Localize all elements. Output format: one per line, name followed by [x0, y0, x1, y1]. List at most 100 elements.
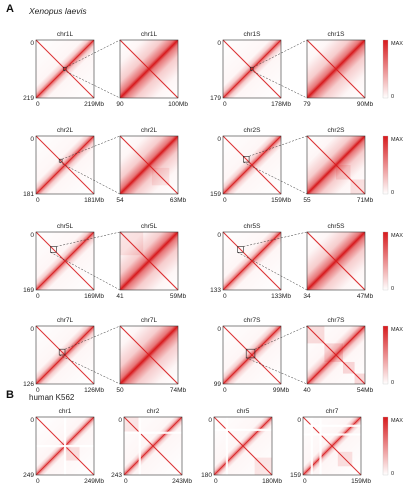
heatmap-domain	[307, 326, 325, 344]
axis-start-label: 0	[30, 326, 34, 333]
axis-x-end-label: 219Mb	[84, 101, 104, 108]
zoom-box	[58, 158, 63, 163]
heatmap-frame	[35, 416, 95, 476]
heatmap-diagonal	[306, 231, 366, 291]
axis-x-start-label: 0	[223, 387, 227, 394]
axis-start-label: 0	[118, 417, 122, 424]
zoom-connector	[66, 39, 121, 68]
heatmap-frame	[306, 135, 366, 195]
axis-x-end-label: 178Mb	[271, 101, 291, 108]
heatmap-frame	[119, 325, 179, 385]
heatmap-domain	[354, 373, 365, 384]
zoom-connector	[237, 252, 308, 291]
axis-end-label: 179	[210, 95, 221, 102]
zoom-start-label: 40	[303, 387, 311, 394]
heatmap-frame	[306, 325, 366, 385]
zoom-chrom-label: chr5L	[141, 223, 158, 230]
heatmap-diagonal	[222, 135, 282, 195]
heatmap-diagonal	[119, 135, 179, 195]
heatmap-frame	[35, 135, 95, 195]
colorbar-max-label: MAX	[391, 137, 403, 143]
heatmap-diagonal	[119, 325, 179, 385]
heatmap-domain	[254, 457, 272, 475]
axis-end-label: 169	[23, 287, 34, 294]
zoom-box	[245, 348, 256, 359]
axis-x-start-label: 0	[36, 387, 40, 394]
zoom-connector	[56, 231, 121, 247]
chrom-label: chr5L	[57, 223, 74, 230]
axis-x-start-label: 0	[223, 293, 227, 300]
heatmap-frame	[306, 39, 366, 99]
zoom-start-label: 41	[116, 293, 124, 300]
heatmap-frame	[222, 39, 282, 99]
colorbar	[382, 416, 389, 476]
zoom-start-label: 34	[303, 293, 311, 300]
zoom-end-label: 47Mb	[357, 293, 374, 300]
heatmap-domain	[65, 446, 80, 461]
zoom-connector	[243, 231, 308, 247]
axis-start-label: 0	[30, 136, 34, 143]
panel-a-title: Xenopus laevis	[29, 6, 87, 16]
zoom-end-label: 54Mb	[357, 387, 374, 394]
heatmap-gap	[214, 428, 272, 431]
heatmap-gap	[124, 431, 182, 434]
axis-x-end-label: 99Mb	[273, 387, 290, 394]
colorbar-max-label: MAX	[391, 233, 403, 239]
zoom-end-label: 59Mb	[170, 293, 187, 300]
heatmap-gap	[319, 417, 322, 475]
zoom-end-label: 100Mb	[168, 101, 188, 108]
axis-start-label: 0	[30, 417, 34, 424]
axis-x-start-label: 0	[36, 293, 40, 300]
axis-x-start-label: 0	[36, 478, 40, 485]
heatmap-frame	[119, 135, 179, 195]
heatmap-diagonal	[222, 325, 282, 385]
colorbar-max-label: MAX	[391, 418, 403, 424]
heatmap-diagonal	[119, 231, 179, 291]
zoom-connector	[59, 354, 121, 385]
axis-x-end-label: 159Mb	[351, 478, 371, 485]
colorbar-min-label: 0	[391, 380, 394, 386]
axis-start-label: 0	[30, 232, 34, 239]
heatmap-domain	[342, 361, 355, 374]
zoom-start-label: 54	[116, 197, 124, 204]
zoom-connector	[250, 69, 308, 99]
zoom-start-label: 79	[303, 101, 311, 108]
heatmap-diagonal	[213, 416, 273, 476]
colorbar-min-label: 0	[391, 190, 394, 196]
zoom-chrom-label: chr5S	[328, 223, 346, 230]
heatmap-gap	[36, 445, 94, 448]
heatmap-gap	[303, 433, 361, 436]
zoom-connector	[254, 325, 308, 350]
chrom-label: chr5	[237, 408, 250, 415]
heatmap-diagonal	[123, 416, 183, 476]
zoom-connector	[246, 357, 308, 385]
heatmap-frame	[35, 39, 95, 99]
colorbar	[382, 135, 389, 195]
heatmap-domain	[120, 232, 144, 256]
colorbar-min-label: 0	[391, 471, 394, 477]
heatmap-gap	[303, 424, 361, 427]
zoom-chrom-label: chr7S	[328, 317, 346, 324]
heatmap-frame	[302, 416, 362, 476]
heatmap-domain	[124, 417, 139, 432]
zoom-chrom-label: chr2S	[328, 127, 346, 134]
zoom-end-label: 74Mb	[170, 387, 187, 394]
heatmap-diagonal	[306, 135, 366, 195]
colorbar	[382, 39, 389, 99]
zoom-chrom-label: chr1L	[141, 31, 158, 38]
chrom-label: chr7S	[244, 317, 262, 324]
heatmap-domain	[324, 343, 343, 362]
panel-b-title: human K562	[29, 393, 75, 402]
chrom-label: chr2S	[244, 127, 262, 134]
colorbar-max-label: MAX	[391, 41, 403, 47]
heatmap-frame	[119, 231, 179, 291]
chrom-label: chr5S	[244, 223, 262, 230]
heatmap-frame	[35, 325, 95, 385]
heatmap-frame	[119, 39, 179, 99]
chrom-label: chr1L	[57, 31, 74, 38]
heatmap-frame	[213, 416, 273, 476]
heatmap-domain	[336, 165, 351, 180]
colorbar	[382, 325, 389, 385]
heatmap-gap	[225, 417, 228, 475]
zoom-end-label: 63Mb	[170, 197, 187, 204]
